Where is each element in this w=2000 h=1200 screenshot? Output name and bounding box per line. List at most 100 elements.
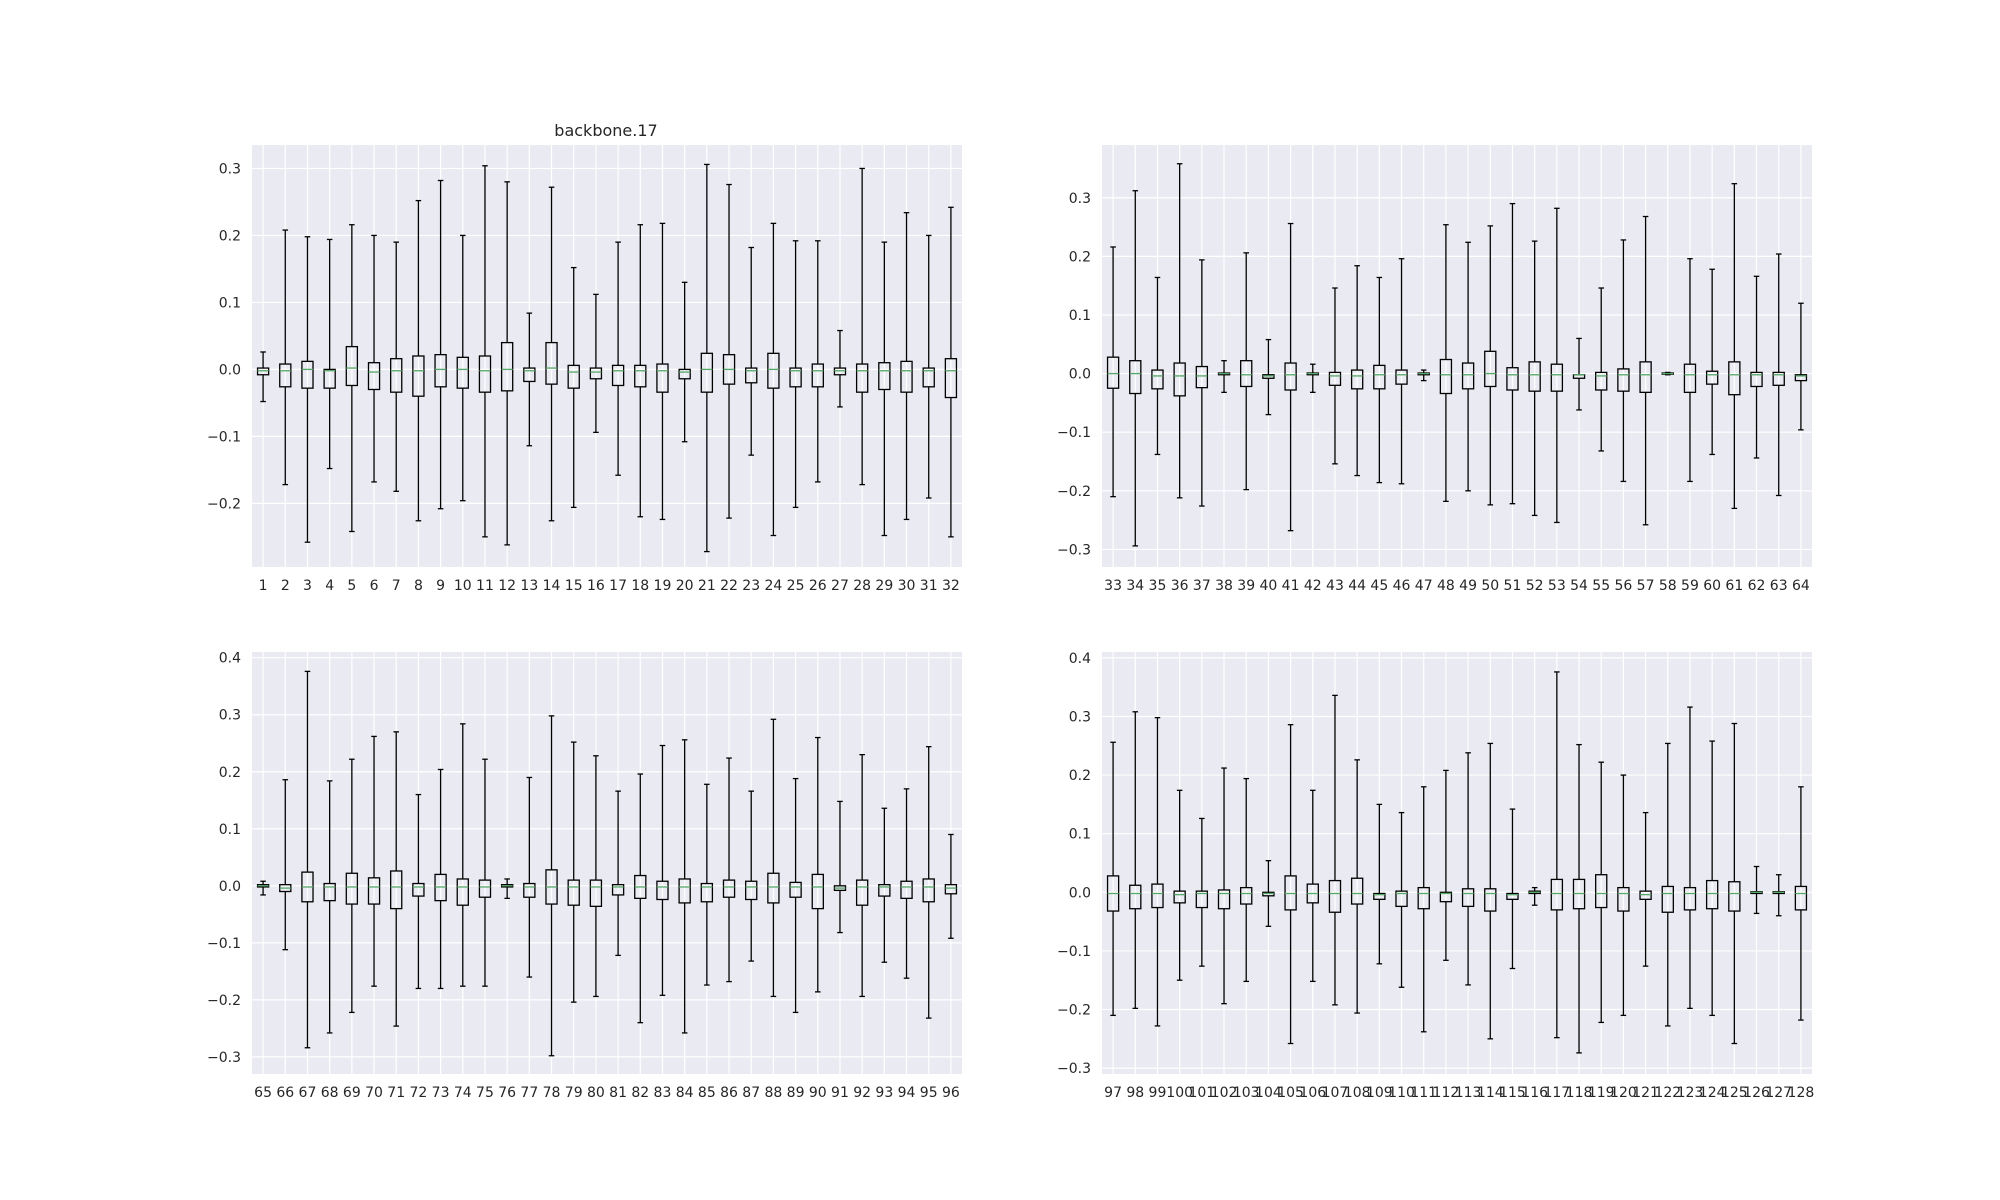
subplot-2: −0.3 −0.2 −0.1 0.0 0.1 0.2 0.3 33 34 35 36 37 38 39 40… xyxy=(1057,145,1812,594)
box-122 xyxy=(1661,742,1674,1027)
box-54 xyxy=(1572,337,1586,411)
y-tick-label: −0.1 xyxy=(1057,944,1091,960)
iqr-box xyxy=(1129,884,1142,910)
x-tick-label: 75 xyxy=(476,1085,494,1101)
iqr-box xyxy=(1195,365,1209,389)
box-12 xyxy=(500,181,514,546)
x-tick-label: 89 xyxy=(787,1085,805,1101)
subplot-3: −0.3−0.2−0.10.00.10.20.30.465 66 67 68 69 70 7… xyxy=(207,651,962,1101)
iqr-box xyxy=(944,358,958,399)
x-tick-label: 29 xyxy=(875,578,893,594)
box-100 xyxy=(1173,789,1186,981)
iqr-box xyxy=(1728,361,1741,396)
iqr-box xyxy=(878,884,891,897)
box-10 xyxy=(456,234,469,502)
box-84 xyxy=(678,739,691,1034)
x-tick-label: 127 xyxy=(1765,1085,1792,1101)
x-tick-label: 109 xyxy=(1366,1085,1393,1101)
iqr-box xyxy=(634,364,647,388)
x-tick-label: 1 xyxy=(259,578,268,594)
x-tick-label: 22 xyxy=(720,578,738,594)
box-23 xyxy=(745,246,758,456)
y-tick-label: −0.3 xyxy=(207,1050,241,1066)
x-tick-label: 66 xyxy=(276,1085,294,1101)
box-30 xyxy=(900,212,913,521)
iqr-box xyxy=(811,363,824,388)
x-tick-label: 128 xyxy=(1788,1085,1815,1101)
x-tick-label: 76 xyxy=(498,1085,516,1101)
box-78 xyxy=(545,715,558,1057)
x-tick-label: 23 xyxy=(742,578,760,594)
box-127 xyxy=(1772,874,1785,917)
box-49 xyxy=(1461,241,1475,492)
box-37 xyxy=(1195,259,1209,507)
box-63 xyxy=(1772,253,1785,497)
box-92 xyxy=(855,753,869,998)
box-43 xyxy=(1328,287,1342,465)
box-25 xyxy=(789,240,802,509)
box-102 xyxy=(1217,767,1231,1005)
iqr-box xyxy=(1284,362,1297,391)
x-tick-label: 62 xyxy=(1748,578,1766,594)
iqr-box xyxy=(367,877,381,905)
y-tick-label: −0.2 xyxy=(1057,1003,1091,1019)
x-tick-label: 19 xyxy=(654,578,672,594)
box-111 xyxy=(1417,786,1430,1033)
iqr-box xyxy=(1772,371,1785,386)
iqr-box xyxy=(700,882,714,903)
x-tick-label: 111 xyxy=(1410,1085,1437,1101)
x-tick-label: 45 xyxy=(1370,578,1388,594)
iqr-box xyxy=(1350,877,1364,905)
x-tick-label: 56 xyxy=(1614,578,1632,594)
iqr-box xyxy=(855,363,869,393)
x-tick-label: 82 xyxy=(631,1085,649,1101)
box-18 xyxy=(634,224,647,518)
x-tick-label: 122 xyxy=(1654,1085,1681,1101)
box-118 xyxy=(1572,743,1586,1054)
box-120 xyxy=(1617,774,1630,1017)
iqr-box xyxy=(1794,374,1808,382)
x-tick-label: 36 xyxy=(1171,578,1189,594)
x-tick-label: 117 xyxy=(1543,1085,1570,1101)
x-tick-label: 125 xyxy=(1721,1085,1748,1101)
x-tick-label: 31 xyxy=(920,578,938,594)
box-16 xyxy=(589,293,603,434)
x-tick-label: 70 xyxy=(365,1085,383,1101)
x-tick-label: 59 xyxy=(1681,578,1699,594)
x-tick-label: 13 xyxy=(520,578,538,594)
iqr-box xyxy=(722,879,736,898)
box-39 xyxy=(1240,252,1253,491)
box-109 xyxy=(1373,803,1386,965)
iqr-box xyxy=(1595,874,1608,909)
x-tick-label: 67 xyxy=(299,1085,317,1101)
x-tick-label: 95 xyxy=(920,1085,938,1101)
x-tick-label: 108 xyxy=(1344,1085,1371,1101)
x-tick-label: 121 xyxy=(1632,1085,1659,1101)
box-45 xyxy=(1373,276,1386,484)
x-tick-label: 91 xyxy=(831,1085,849,1101)
x-tick-label: 63 xyxy=(1770,578,1788,594)
box-73 xyxy=(434,768,447,990)
box-38 xyxy=(1217,360,1231,393)
box-116 xyxy=(1528,886,1541,906)
x-tick-label: 15 xyxy=(565,578,583,594)
iqr-box xyxy=(767,872,780,904)
box-76 xyxy=(500,878,514,900)
x-tick-label: 37 xyxy=(1193,578,1211,594)
x-tick-label: 60 xyxy=(1703,578,1721,594)
iqr-box xyxy=(611,884,625,896)
iqr-box xyxy=(345,872,359,905)
iqr-box xyxy=(434,354,447,388)
iqr-box xyxy=(1328,371,1342,386)
box-72 xyxy=(412,793,425,990)
x-tick-label: 120 xyxy=(1610,1085,1637,1101)
y-tick-label: 0.1 xyxy=(219,822,241,838)
box-22 xyxy=(722,183,736,519)
x-tick-label: 55 xyxy=(1592,578,1610,594)
box-51 xyxy=(1506,202,1519,505)
box-52 xyxy=(1528,240,1541,517)
y-tick-label: 0.3 xyxy=(1069,191,1091,207)
y-tick-label: 0.4 xyxy=(1069,651,1091,667)
box-110 xyxy=(1395,811,1408,988)
x-tick-label: 53 xyxy=(1548,578,1566,594)
